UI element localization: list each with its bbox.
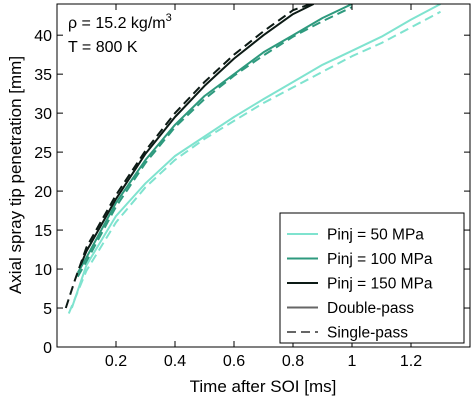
y-tick-label: 0 [43,340,52,357]
x-tick-label: 0.6 [223,353,245,370]
y-tick-label: 25 [34,145,52,162]
y-tick-label: 20 [34,184,52,201]
y-tick-label: 10 [34,262,52,279]
plot-frame [56,3,471,348]
series-line-50mpa-double-pass [70,4,441,309]
series-line-150mpa-double-pass [79,4,315,266]
y-tick-label: 35 [34,67,52,84]
y-axis-title: Axial spray tip penetration [mm] [6,56,25,294]
x-tick-label: 0.4 [164,353,186,370]
legend-items: Pinj = 50 MPa Pinj = 100 MPa Pinj = 150 MP… [287,227,433,342]
annotation-density: ρ = 15.2 kg/m3 [68,12,172,32]
series-line-100mpa-double-pass [76,4,353,274]
legend-label: Single-pass [327,325,408,342]
legend-label: Pinj = 50 MPa [327,227,424,244]
x-tick-label: 0.8 [282,353,304,370]
legend-label: Pinj = 100 MPa [327,251,433,268]
y-tick-label: 30 [34,106,52,123]
series-line-150mpa-single-pass [64,4,312,309]
legend-item: Double-pass [287,300,414,317]
y-tick-label: 40 [34,28,52,45]
legend-item: Single-pass [287,325,408,342]
x-axis-title: Time after SOI [ms] [190,377,337,396]
ticks-layer: 0.2 0.4 0.6 0.8 1 1.2 0 5 10 15 20 25 30 35 40 [34,4,470,370]
legend-item: Pinj = 50 MPa [287,227,424,244]
series-layer [64,4,441,314]
x-tick-label: 0.2 [105,353,127,370]
y-tick-label: 15 [34,223,52,240]
x-tick-label: 1 [348,353,357,370]
legend-item: Pinj = 100 MPa [287,251,433,268]
legend-label: Double-pass [327,300,414,317]
legend-item: Pinj = 150 MPa [287,276,433,293]
annotation-temperature: T = 800 K [68,39,138,56]
series-line-100mpa-single-pass [76,6,353,278]
y-tick-label: 5 [43,301,52,318]
legend-label: Pinj = 150 MPa [327,276,433,293]
series-line-50mpa-single-pass [67,10,441,314]
x-tick-label: 1.2 [400,353,422,370]
legend: Pinj = 50 MPa Pinj = 100 MPa Pinj = 150 MP… [279,212,465,344]
